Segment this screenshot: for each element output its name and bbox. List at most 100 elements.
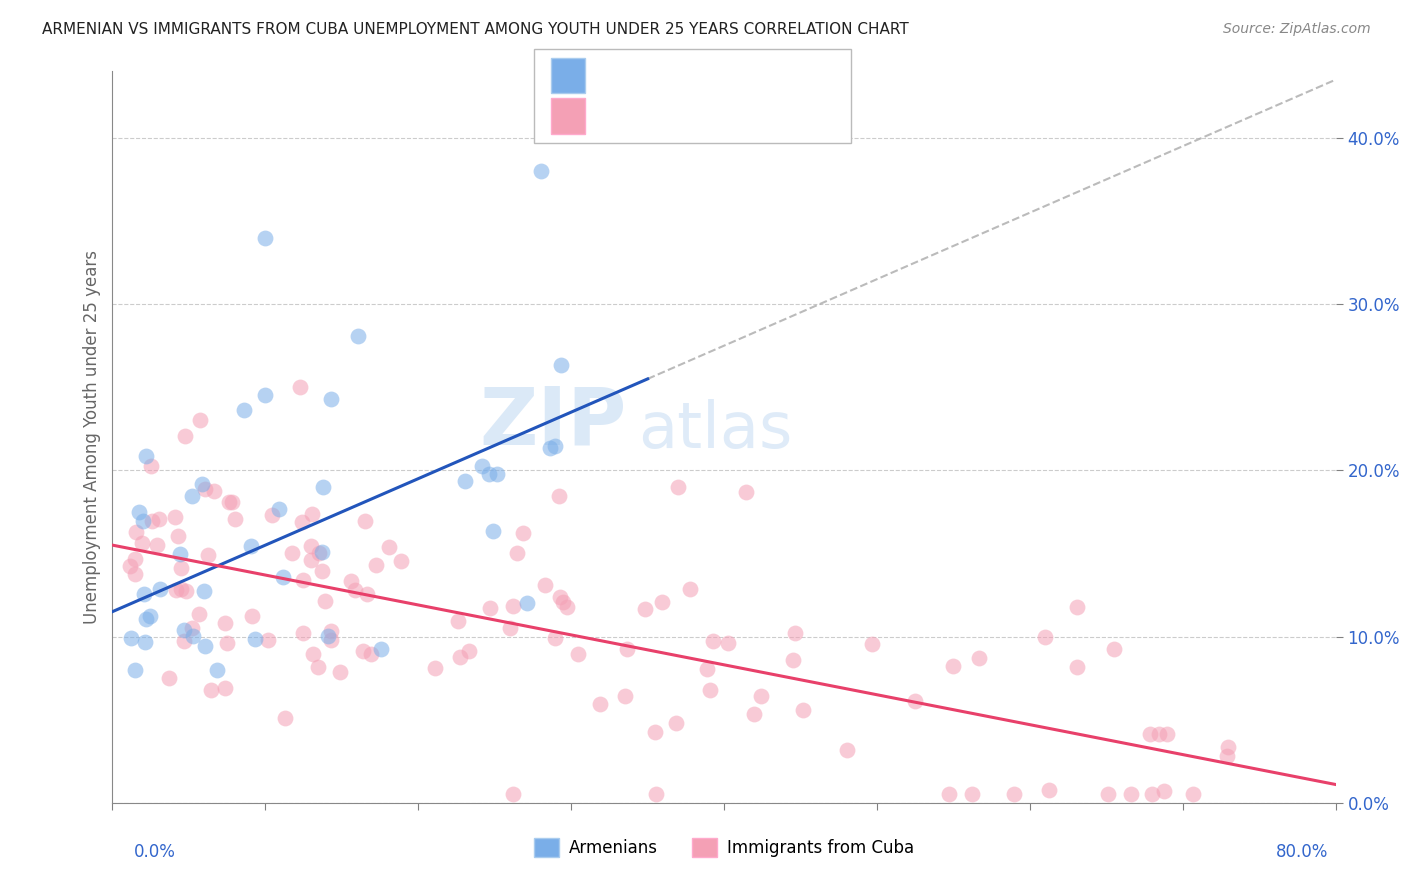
Point xyxy=(141,514,163,528)
Text: N=: N= xyxy=(697,106,724,124)
Text: N=: N= xyxy=(697,65,724,84)
Point xyxy=(190,413,212,427)
Point xyxy=(308,546,330,560)
Point xyxy=(423,660,446,674)
Point xyxy=(837,743,859,757)
Point xyxy=(471,459,494,474)
Text: R =: R = xyxy=(592,106,623,124)
Point xyxy=(124,552,146,566)
Point xyxy=(567,648,589,662)
Point xyxy=(312,480,335,494)
Point xyxy=(149,582,172,597)
Point xyxy=(734,485,756,500)
Point xyxy=(194,639,217,653)
Point xyxy=(742,707,765,722)
Point xyxy=(645,788,668,802)
Point xyxy=(128,505,150,519)
Point xyxy=(530,164,553,178)
Text: 0.549: 0.549 xyxy=(634,65,690,84)
Point xyxy=(1066,660,1088,674)
Point xyxy=(1147,727,1170,741)
Point xyxy=(291,515,314,529)
Point xyxy=(651,595,673,609)
Point xyxy=(132,514,155,528)
Point xyxy=(240,609,263,624)
Point xyxy=(665,716,688,731)
Point xyxy=(364,558,387,572)
Point xyxy=(960,788,983,802)
Point xyxy=(181,489,204,503)
Point xyxy=(301,507,323,521)
Point xyxy=(214,681,236,695)
Point xyxy=(938,788,960,802)
Point xyxy=(588,697,610,711)
Point xyxy=(481,524,503,539)
Point xyxy=(356,587,378,601)
Point xyxy=(783,626,806,640)
Point xyxy=(200,682,222,697)
Point xyxy=(479,601,502,615)
Point xyxy=(544,631,567,645)
Point xyxy=(214,616,236,631)
Point xyxy=(352,644,374,658)
Point xyxy=(254,230,277,244)
Point xyxy=(173,634,195,648)
Point xyxy=(454,474,477,488)
Point xyxy=(176,583,198,598)
Point xyxy=(202,483,225,498)
Point xyxy=(135,449,157,463)
Point xyxy=(314,593,336,607)
Point xyxy=(550,358,572,372)
Point xyxy=(347,329,370,343)
Point xyxy=(377,541,399,555)
Text: ZIP: ZIP xyxy=(479,384,626,461)
Point xyxy=(139,458,162,473)
Point xyxy=(267,501,290,516)
Point xyxy=(644,725,666,739)
Point xyxy=(188,607,211,622)
Point xyxy=(1139,726,1161,740)
Point xyxy=(145,538,167,552)
Point xyxy=(311,545,333,559)
Point xyxy=(551,595,574,609)
Point xyxy=(1002,788,1025,802)
Point xyxy=(302,647,325,661)
Point xyxy=(389,554,412,568)
Point xyxy=(125,524,148,539)
Point xyxy=(1066,600,1088,615)
Point xyxy=(860,636,883,650)
Point xyxy=(218,495,240,509)
Text: 41: 41 xyxy=(725,65,751,84)
Point xyxy=(1142,788,1164,802)
Point xyxy=(274,711,297,725)
Point xyxy=(1119,788,1142,802)
Point xyxy=(1097,788,1119,802)
Point xyxy=(139,609,162,624)
Point xyxy=(904,693,927,707)
Point xyxy=(538,441,561,455)
Point xyxy=(555,599,578,614)
Text: 80.0%: 80.0% xyxy=(1277,843,1329,861)
Point xyxy=(311,564,333,578)
Point xyxy=(148,512,170,526)
Point xyxy=(197,549,219,563)
Point xyxy=(321,392,343,406)
Text: -0.404: -0.404 xyxy=(634,106,699,124)
Point xyxy=(194,482,217,496)
Text: 120: 120 xyxy=(725,106,763,124)
Point xyxy=(634,602,657,616)
Point xyxy=(170,582,193,597)
Point xyxy=(360,647,382,661)
Point xyxy=(190,476,212,491)
Point xyxy=(512,526,534,541)
Point xyxy=(717,636,740,650)
Point xyxy=(942,658,965,673)
Point xyxy=(447,614,470,628)
Point xyxy=(291,625,314,640)
Point xyxy=(163,510,186,524)
Point xyxy=(134,635,156,649)
Point xyxy=(678,582,700,596)
Point xyxy=(702,634,724,648)
Point xyxy=(131,536,153,550)
Point xyxy=(120,631,142,645)
